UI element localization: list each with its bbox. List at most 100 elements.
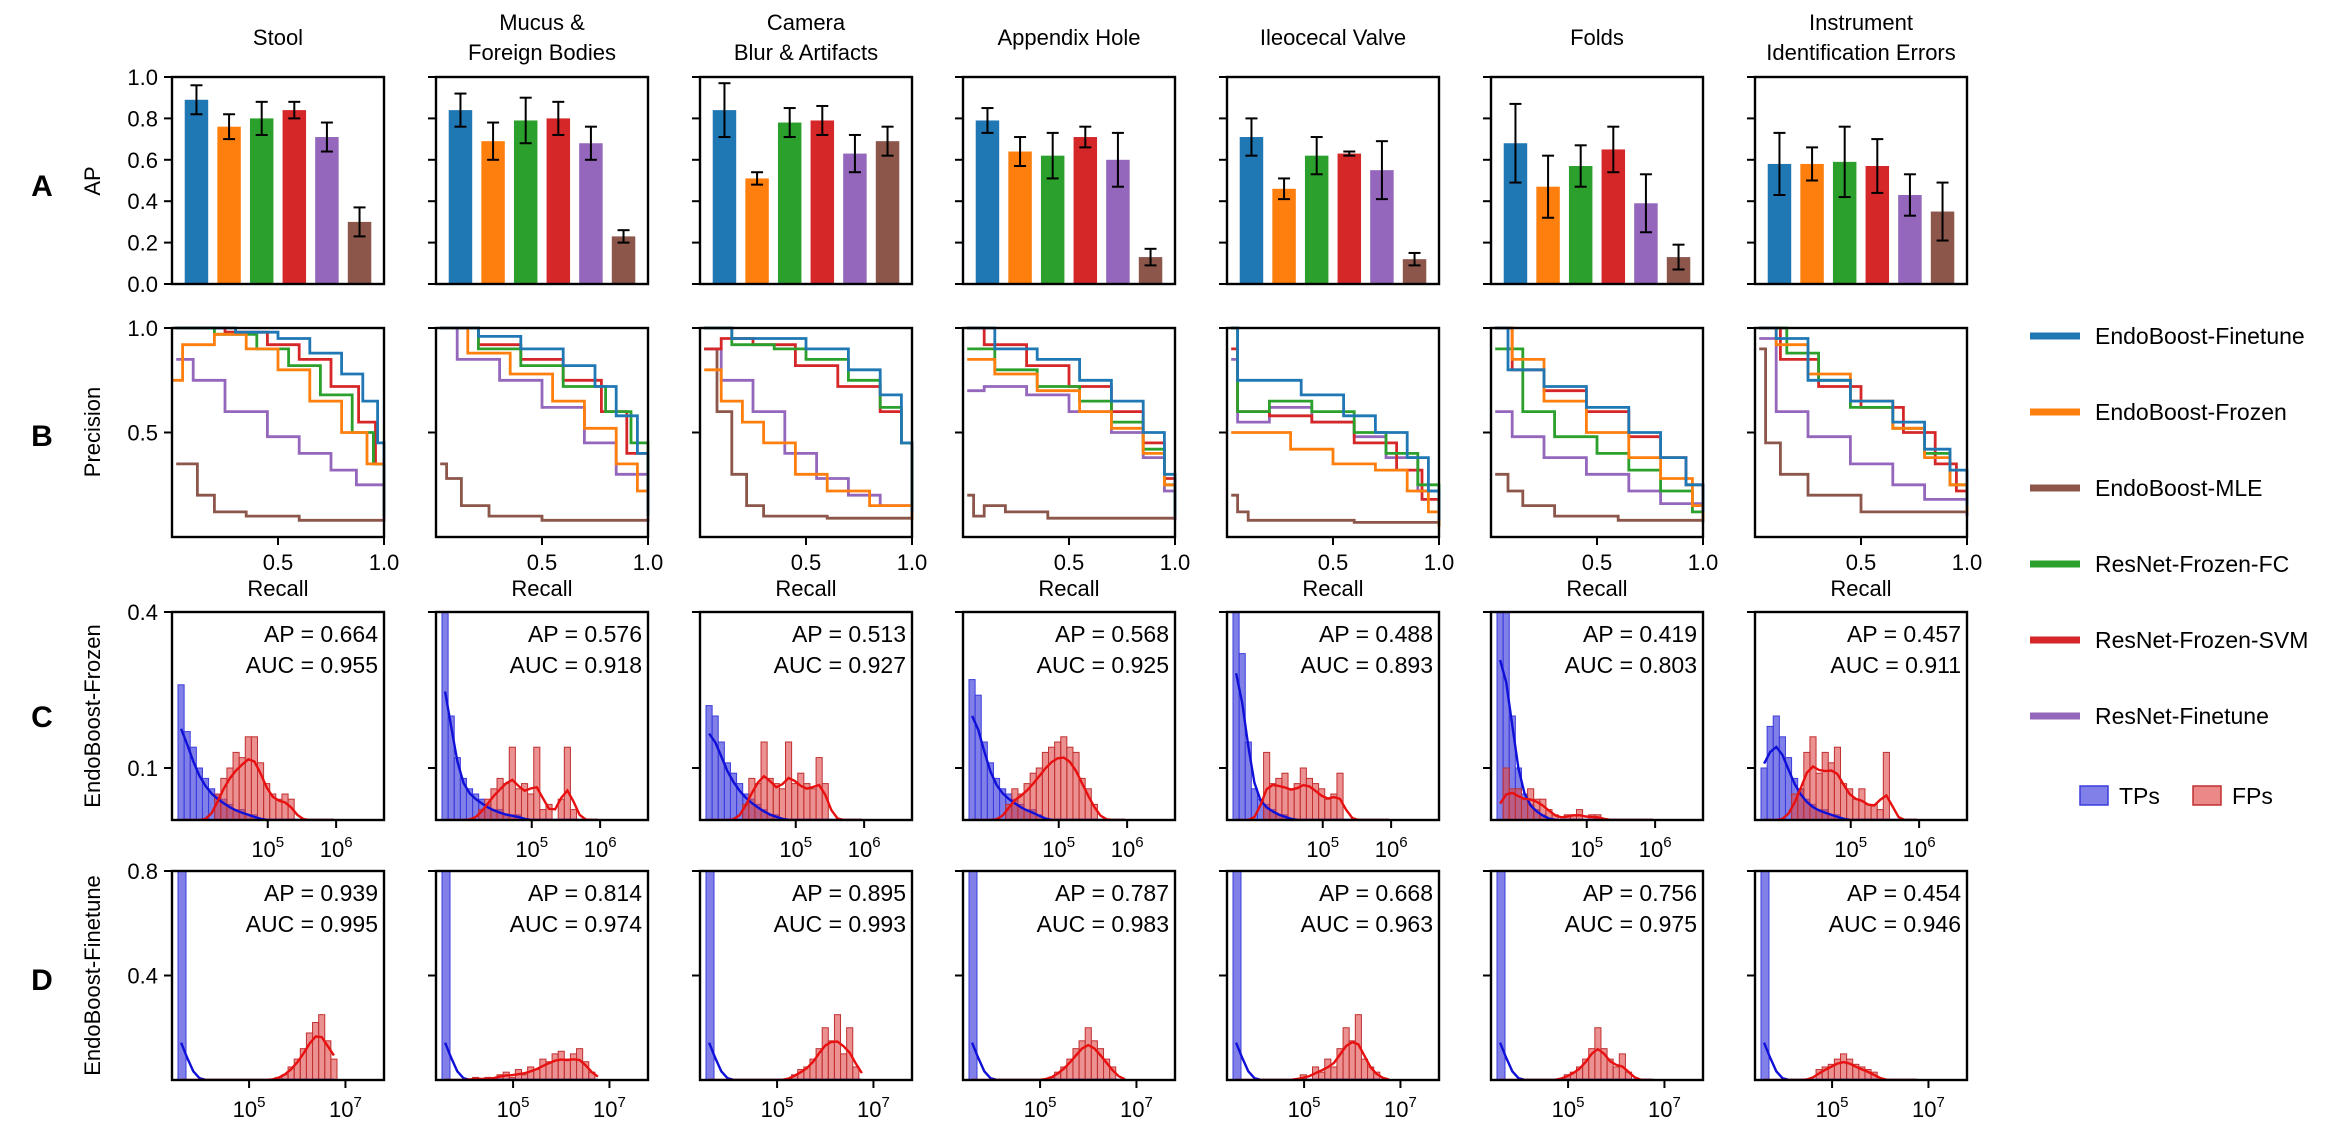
fp-kde	[972, 1043, 1126, 1080]
legend-label: EndoBoost-Frozen	[2095, 399, 2287, 425]
tick-exponent: 6	[344, 834, 352, 851]
pr-curve-endoboost-frozen	[704, 368, 914, 521]
y-tick-label: 0.1	[127, 756, 158, 781]
row-label-b: B	[31, 420, 53, 453]
tick-exponent: 6	[1399, 834, 1407, 851]
tick-base: 10	[1111, 837, 1135, 862]
pr-curve-endoboost-frozen	[1231, 431, 1441, 527]
fp-bar	[250, 736, 258, 820]
x-tick-label: 0.5	[1054, 550, 1085, 575]
bar	[1800, 163, 1824, 284]
pr-panel-1: 0.5 0.5 1.0 1.0 Recall	[127, 316, 399, 601]
panel-title-2: Mucus &	[499, 10, 585, 35]
ap-annotation: AP = 0.787	[1055, 880, 1169, 906]
x-tick-label: 105	[779, 834, 812, 862]
fp-bar	[1803, 751, 1811, 820]
bar	[513, 120, 538, 284]
tick-exponent: 5	[276, 834, 284, 851]
x-tick-label: 105	[1816, 1094, 1849, 1122]
fp-bar	[545, 803, 553, 820]
x-tick-label: 1.0	[369, 550, 400, 575]
hist-bars	[705, 705, 862, 820]
tick-base: 10	[779, 837, 803, 862]
fp-bar	[563, 746, 571, 820]
tick-exponent: 6	[1135, 834, 1143, 851]
y-tick-label: 0.4	[127, 964, 158, 989]
panel-grid: Stool Mucus & Foreign Bodies Camera Blur & A…	[80, 10, 1982, 1122]
ap-annotation: AP = 0.457	[1847, 621, 1961, 647]
fp-bar	[569, 1053, 578, 1080]
fp-bar	[772, 783, 780, 820]
tick-exponent: 7	[882, 1094, 890, 1111]
row-label-d: D	[31, 964, 53, 997]
tick-exponent: 6	[608, 834, 616, 851]
x-tick-label: 105	[515, 834, 548, 862]
auc-annotation: AUC = 0.963	[1301, 911, 1433, 937]
ap-annotation: AP = 0.488	[1319, 621, 1433, 647]
pr-curve-endoboost-frozen	[440, 326, 650, 517]
legend-label: ResNet-Finetune	[2095, 703, 2269, 729]
tick-exponent: 5	[804, 834, 812, 851]
x-tick-label: 107	[1648, 1094, 1681, 1122]
tick-base: 10	[233, 1097, 257, 1122]
tp-bar	[1232, 612, 1240, 820]
x-tick-label: 105	[233, 1094, 266, 1122]
y-tick-label: 1.0	[127, 316, 158, 341]
x-tick-label: 105	[1306, 834, 1339, 862]
legend-label: TPs	[2119, 783, 2160, 809]
pr-panel-7: 0.5 1.0 Recall	[1747, 326, 1982, 601]
tp-bar	[968, 871, 978, 1080]
y-tick-label: 0.4	[127, 600, 158, 625]
fp-bar	[827, 1040, 835, 1080]
fp-bar	[791, 783, 799, 820]
fp-bar	[1821, 751, 1829, 820]
fp-bar	[1330, 1066, 1338, 1080]
x-tick-label: 107	[593, 1094, 626, 1122]
x-axis-label: Recall	[1038, 576, 1099, 601]
pr-curve-resnet-finetune	[1495, 410, 1705, 521]
bar	[448, 110, 473, 285]
legend-label: EndoBoost-MLE	[2095, 475, 2262, 501]
pr-curve-endoboost-frozen	[967, 358, 1177, 517]
fp-bar	[576, 1048, 584, 1080]
pr-panel-6: 0.5 1.0 Recall	[1483, 326, 1718, 601]
axes-frame	[961, 75, 1177, 286]
bar	[1601, 149, 1626, 284]
pr-curve-resnet-frozen-fc	[176, 326, 386, 517]
auc-annotation: AUC = 0.925	[1037, 652, 1169, 678]
x-tick-label: 107	[857, 1094, 890, 1122]
hist-bars	[441, 612, 598, 820]
x-axis-label: Recall	[1566, 576, 1627, 601]
bar	[1930, 211, 1955, 284]
tick-exponent: 5	[540, 834, 548, 851]
fp-bar	[1269, 783, 1277, 820]
fp-bar	[760, 741, 768, 820]
bar	[712, 110, 737, 285]
x-tick-label: 105	[251, 834, 284, 862]
tp-bar	[705, 705, 713, 820]
x-tick-label: 107	[1912, 1094, 1945, 1122]
y-axis-label: EndoBoost-Finetune	[80, 875, 105, 1076]
bar	[481, 141, 505, 284]
x-tick-label: 106	[584, 834, 617, 862]
tick-base: 10	[584, 837, 608, 862]
x-tick-label: 1.0	[633, 550, 664, 575]
tp-kde	[1763, 745, 1917, 820]
panel-title-5: Ileocecal Valve	[1260, 25, 1406, 50]
hist-bars	[1232, 612, 1389, 820]
bar	[217, 126, 241, 285]
auc-annotation: AUC = 0.983	[1037, 911, 1169, 937]
tp-bar	[705, 871, 715, 1080]
auc-annotation: AUC = 0.946	[1829, 911, 1961, 937]
bar-panel-1: 0.0 0.2 0.4 0.6 0.8 1.0	[127, 65, 386, 297]
tick-base: 10	[857, 1097, 881, 1122]
fp-bar	[1336, 772, 1344, 820]
tp-bar	[1760, 871, 1770, 1080]
fp-bar	[318, 1014, 326, 1080]
tick-exponent: 7	[1145, 1094, 1153, 1111]
fp-bar	[569, 809, 578, 820]
fp-bar	[1305, 777, 1314, 820]
tp-bar	[177, 871, 187, 1080]
